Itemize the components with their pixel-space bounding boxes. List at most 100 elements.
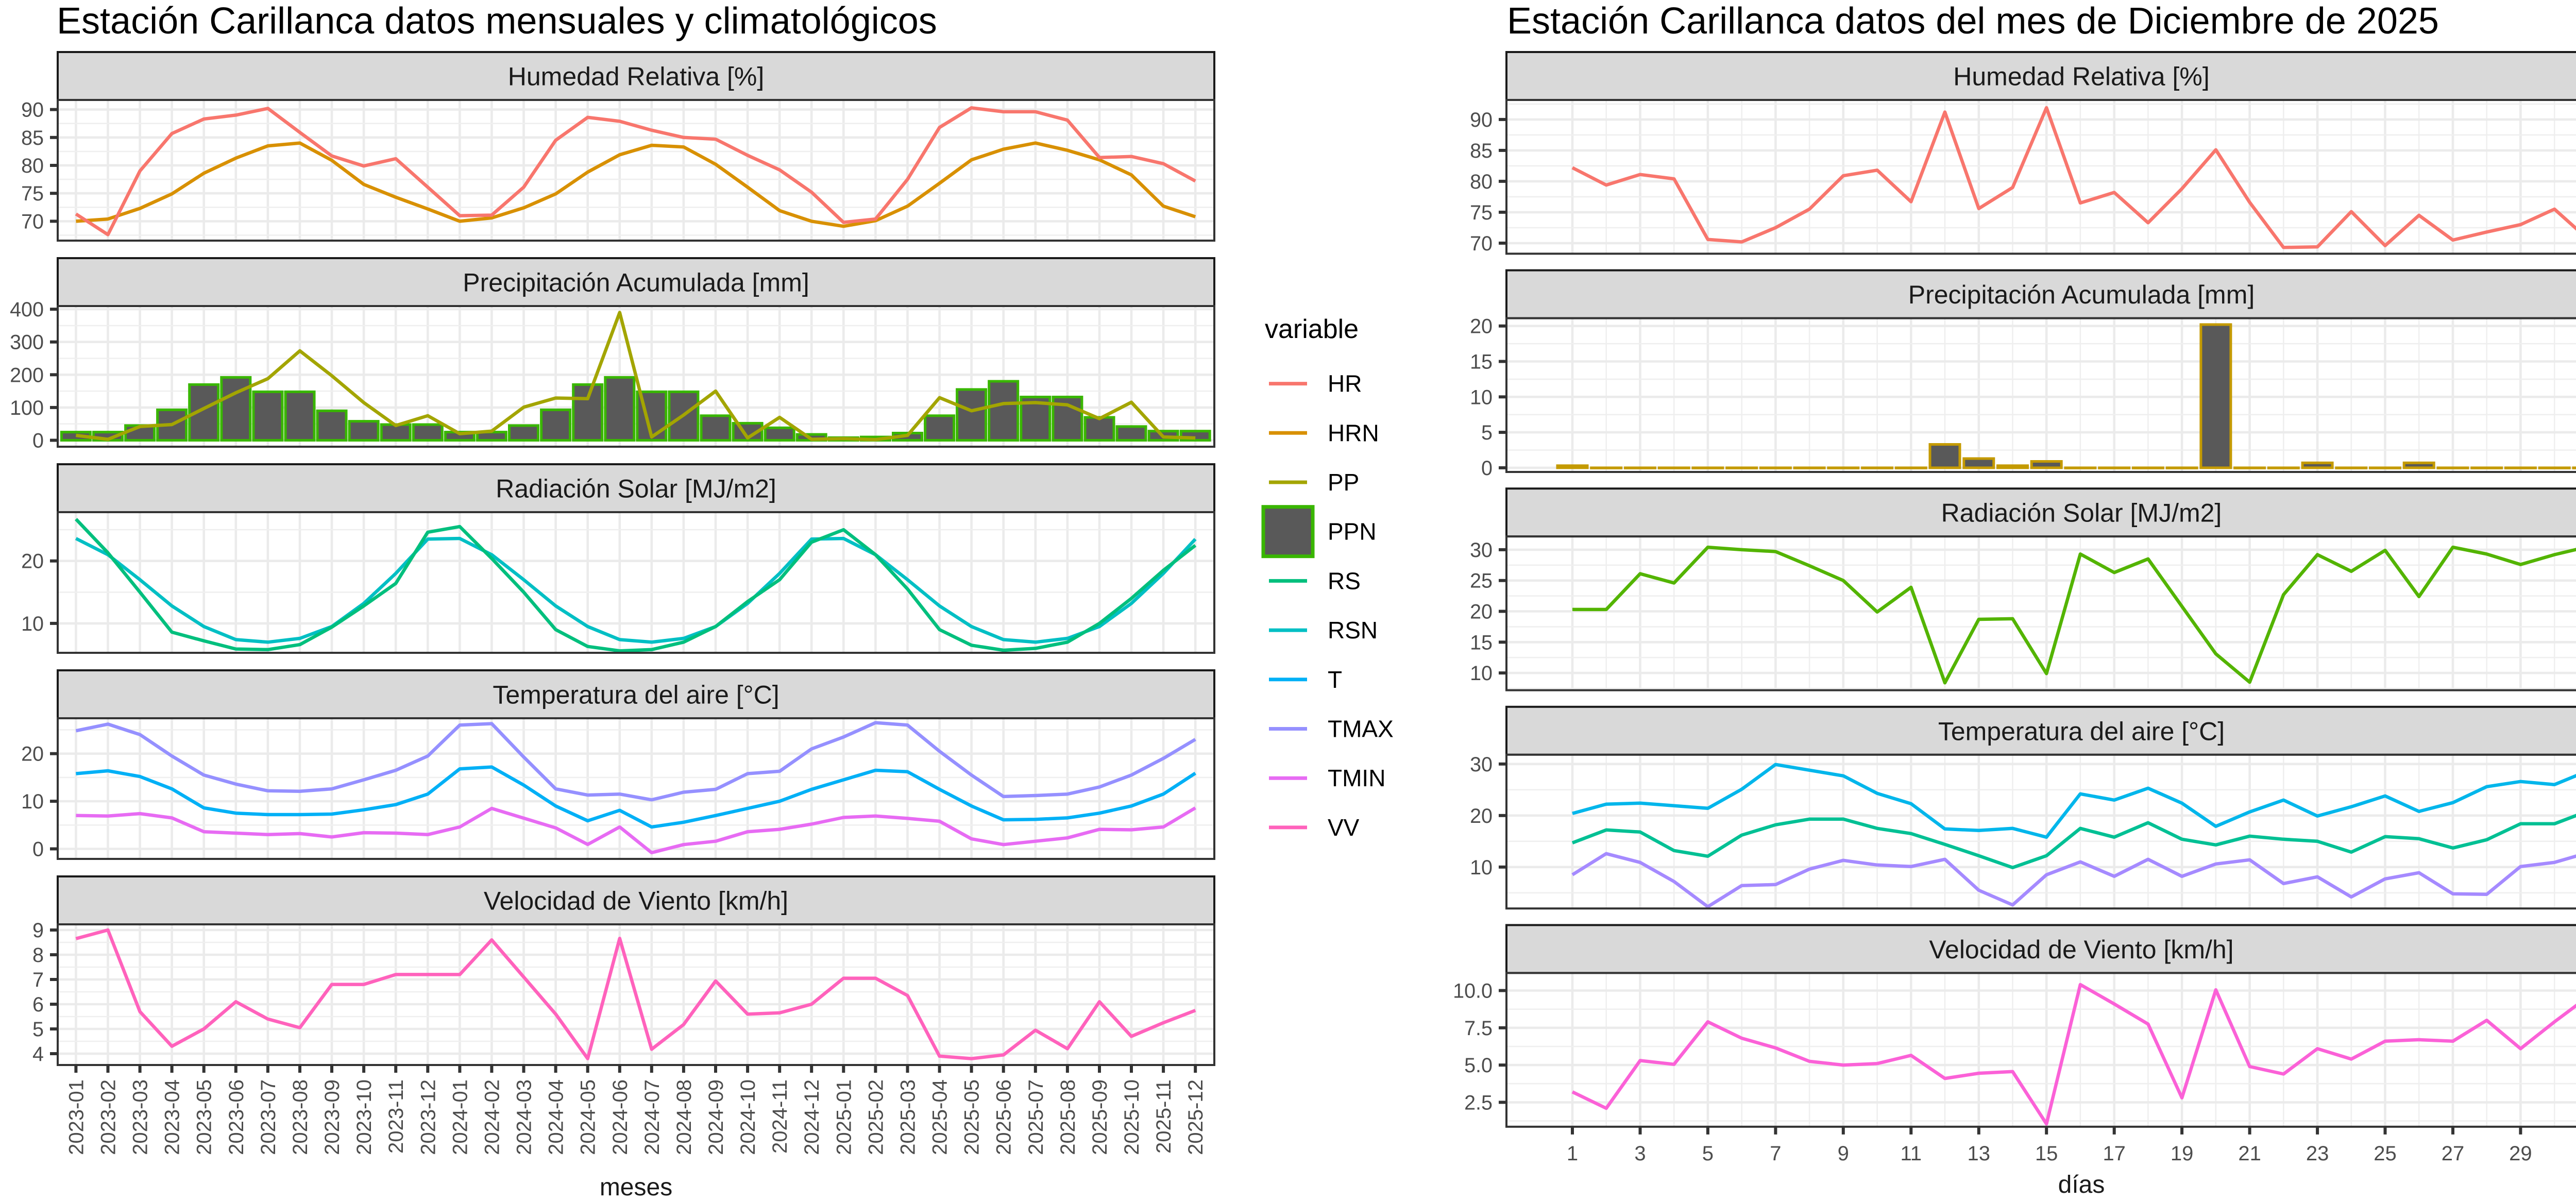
svg-text:2025-06: 2025-06 xyxy=(993,1079,1015,1155)
svg-text:10.0: 10.0 xyxy=(1453,980,1493,1003)
svg-text:100: 100 xyxy=(10,397,44,419)
svg-text:2023-09: 2023-09 xyxy=(321,1079,344,1155)
svg-text:11: 11 xyxy=(1901,1142,1922,1165)
svg-text:2024-03: 2024-03 xyxy=(513,1079,536,1155)
svg-text:2023-07: 2023-07 xyxy=(257,1079,280,1155)
svg-text:2.5: 2.5 xyxy=(1464,1091,1493,1114)
svg-text:80: 80 xyxy=(21,155,44,177)
svg-text:1: 1 xyxy=(1567,1142,1578,1165)
svg-text:9: 9 xyxy=(1838,1142,1849,1165)
svg-text:2025-01: 2025-01 xyxy=(833,1079,855,1155)
svg-text:3: 3 xyxy=(1634,1142,1646,1165)
svg-text:Humedad Relativa [%]: Humedad Relativa [%] xyxy=(508,62,764,91)
svg-text:9: 9 xyxy=(32,919,44,942)
svg-text:20: 20 xyxy=(1470,601,1493,623)
svg-text:HR: HR xyxy=(1328,370,1362,397)
svg-text:17: 17 xyxy=(2103,1142,2126,1165)
svg-text:Velocidad de Viento [km/h]: Velocidad de Viento [km/h] xyxy=(484,887,788,916)
svg-text:2024-02: 2024-02 xyxy=(481,1079,503,1155)
svg-text:Estación Carillanca datos del: Estación Carillanca datos del mes de Dic… xyxy=(1507,1,2439,42)
svg-text:TMAX: TMAX xyxy=(1328,716,1394,742)
svg-text:7.5: 7.5 xyxy=(1464,1017,1493,1040)
svg-text:2024-12: 2024-12 xyxy=(801,1079,823,1155)
svg-text:2025-02: 2025-02 xyxy=(865,1079,887,1155)
svg-text:30: 30 xyxy=(1470,539,1493,562)
svg-text:8: 8 xyxy=(32,944,44,967)
svg-text:2023-02: 2023-02 xyxy=(97,1079,120,1155)
svg-text:85: 85 xyxy=(21,127,44,149)
svg-text:5: 5 xyxy=(32,1018,44,1041)
svg-text:VV: VV xyxy=(1328,814,1360,841)
svg-text:200: 200 xyxy=(10,364,44,386)
svg-text:Estación Carillanca datos mens: Estación Carillanca datos mensuales y cl… xyxy=(57,1,937,42)
svg-text:70: 70 xyxy=(21,210,44,233)
svg-text:Velocidad de Viento [km/h]: Velocidad de Viento [km/h] xyxy=(1929,935,2233,964)
svg-text:2025-03: 2025-03 xyxy=(897,1079,920,1155)
svg-text:4: 4 xyxy=(32,1043,44,1066)
svg-text:25: 25 xyxy=(2374,1142,2397,1165)
svg-text:días: días xyxy=(2058,1171,2105,1198)
svg-text:TMIN: TMIN xyxy=(1328,765,1385,791)
svg-text:90: 90 xyxy=(1470,109,1493,131)
svg-text:20: 20 xyxy=(1470,315,1493,338)
svg-text:23: 23 xyxy=(2306,1142,2329,1165)
svg-text:10: 10 xyxy=(1470,856,1493,879)
svg-text:2023-01: 2023-01 xyxy=(65,1079,88,1155)
svg-text:2023-10: 2023-10 xyxy=(353,1079,376,1155)
svg-text:Temperatura del aire [°C]: Temperatura del aire [°C] xyxy=(493,681,779,709)
svg-text:2025-04: 2025-04 xyxy=(929,1079,952,1155)
svg-text:2024-05: 2024-05 xyxy=(577,1079,600,1155)
svg-text:80: 80 xyxy=(1470,171,1493,193)
svg-text:2025-08: 2025-08 xyxy=(1057,1079,1079,1155)
svg-text:300: 300 xyxy=(10,331,44,354)
svg-text:2023-11: 2023-11 xyxy=(385,1079,408,1154)
svg-text:10: 10 xyxy=(21,613,44,635)
svg-text:2023-04: 2023-04 xyxy=(161,1079,184,1155)
svg-text:0: 0 xyxy=(32,838,44,861)
svg-text:PP: PP xyxy=(1328,469,1359,496)
svg-text:Humedad Relativa [%]: Humedad Relativa [%] xyxy=(1953,62,2209,91)
svg-text:Precipitación Acumulada [mm]: Precipitación Acumulada [mm] xyxy=(463,268,809,297)
svg-text:2024-04: 2024-04 xyxy=(545,1079,568,1155)
svg-text:5: 5 xyxy=(1481,421,1493,444)
svg-text:2025-11: 2025-11 xyxy=(1153,1079,1175,1154)
svg-text:6: 6 xyxy=(32,993,44,1016)
svg-text:0: 0 xyxy=(1481,457,1493,480)
svg-text:7: 7 xyxy=(1770,1142,1781,1165)
svg-text:Temperatura del aire [°C]: Temperatura del aire [°C] xyxy=(1938,717,2225,746)
svg-text:2023-03: 2023-03 xyxy=(129,1079,152,1155)
svg-text:RSN: RSN xyxy=(1328,617,1378,644)
svg-text:10: 10 xyxy=(21,790,44,813)
svg-text:21: 21 xyxy=(2238,1142,2261,1165)
svg-text:2024-11: 2024-11 xyxy=(769,1079,791,1154)
svg-text:25: 25 xyxy=(1470,570,1493,593)
svg-text:15: 15 xyxy=(1470,631,1493,654)
svg-text:2025-10: 2025-10 xyxy=(1121,1079,1143,1155)
svg-text:meses: meses xyxy=(600,1174,672,1200)
svg-text:2024-08: 2024-08 xyxy=(673,1079,696,1155)
svg-text:T: T xyxy=(1328,666,1342,693)
svg-text:Radiación Solar [MJ/m2]: Radiación Solar [MJ/m2] xyxy=(1941,499,2222,528)
svg-text:75: 75 xyxy=(21,182,44,205)
svg-text:10: 10 xyxy=(1470,386,1493,409)
svg-text:15: 15 xyxy=(1470,351,1493,374)
svg-text:2023-05: 2023-05 xyxy=(193,1079,216,1155)
svg-text:PPN: PPN xyxy=(1328,518,1377,545)
svg-text:15: 15 xyxy=(2035,1142,2058,1165)
svg-text:90: 90 xyxy=(21,99,44,122)
svg-text:2025-09: 2025-09 xyxy=(1089,1079,1111,1155)
svg-text:0: 0 xyxy=(32,430,44,452)
svg-text:variable: variable xyxy=(1265,314,1359,344)
svg-text:2024-06: 2024-06 xyxy=(609,1079,632,1155)
svg-text:19: 19 xyxy=(2171,1142,2194,1165)
svg-text:2024-10: 2024-10 xyxy=(737,1079,759,1155)
svg-text:13: 13 xyxy=(1968,1142,1991,1165)
svg-text:20: 20 xyxy=(21,550,44,573)
svg-text:10: 10 xyxy=(1470,662,1493,685)
svg-text:30: 30 xyxy=(1470,753,1493,776)
svg-text:2023-12: 2023-12 xyxy=(417,1079,439,1155)
svg-text:5: 5 xyxy=(1702,1142,1714,1165)
svg-text:7: 7 xyxy=(32,969,44,991)
svg-text:HRN: HRN xyxy=(1328,419,1379,446)
svg-text:20: 20 xyxy=(1470,805,1493,827)
